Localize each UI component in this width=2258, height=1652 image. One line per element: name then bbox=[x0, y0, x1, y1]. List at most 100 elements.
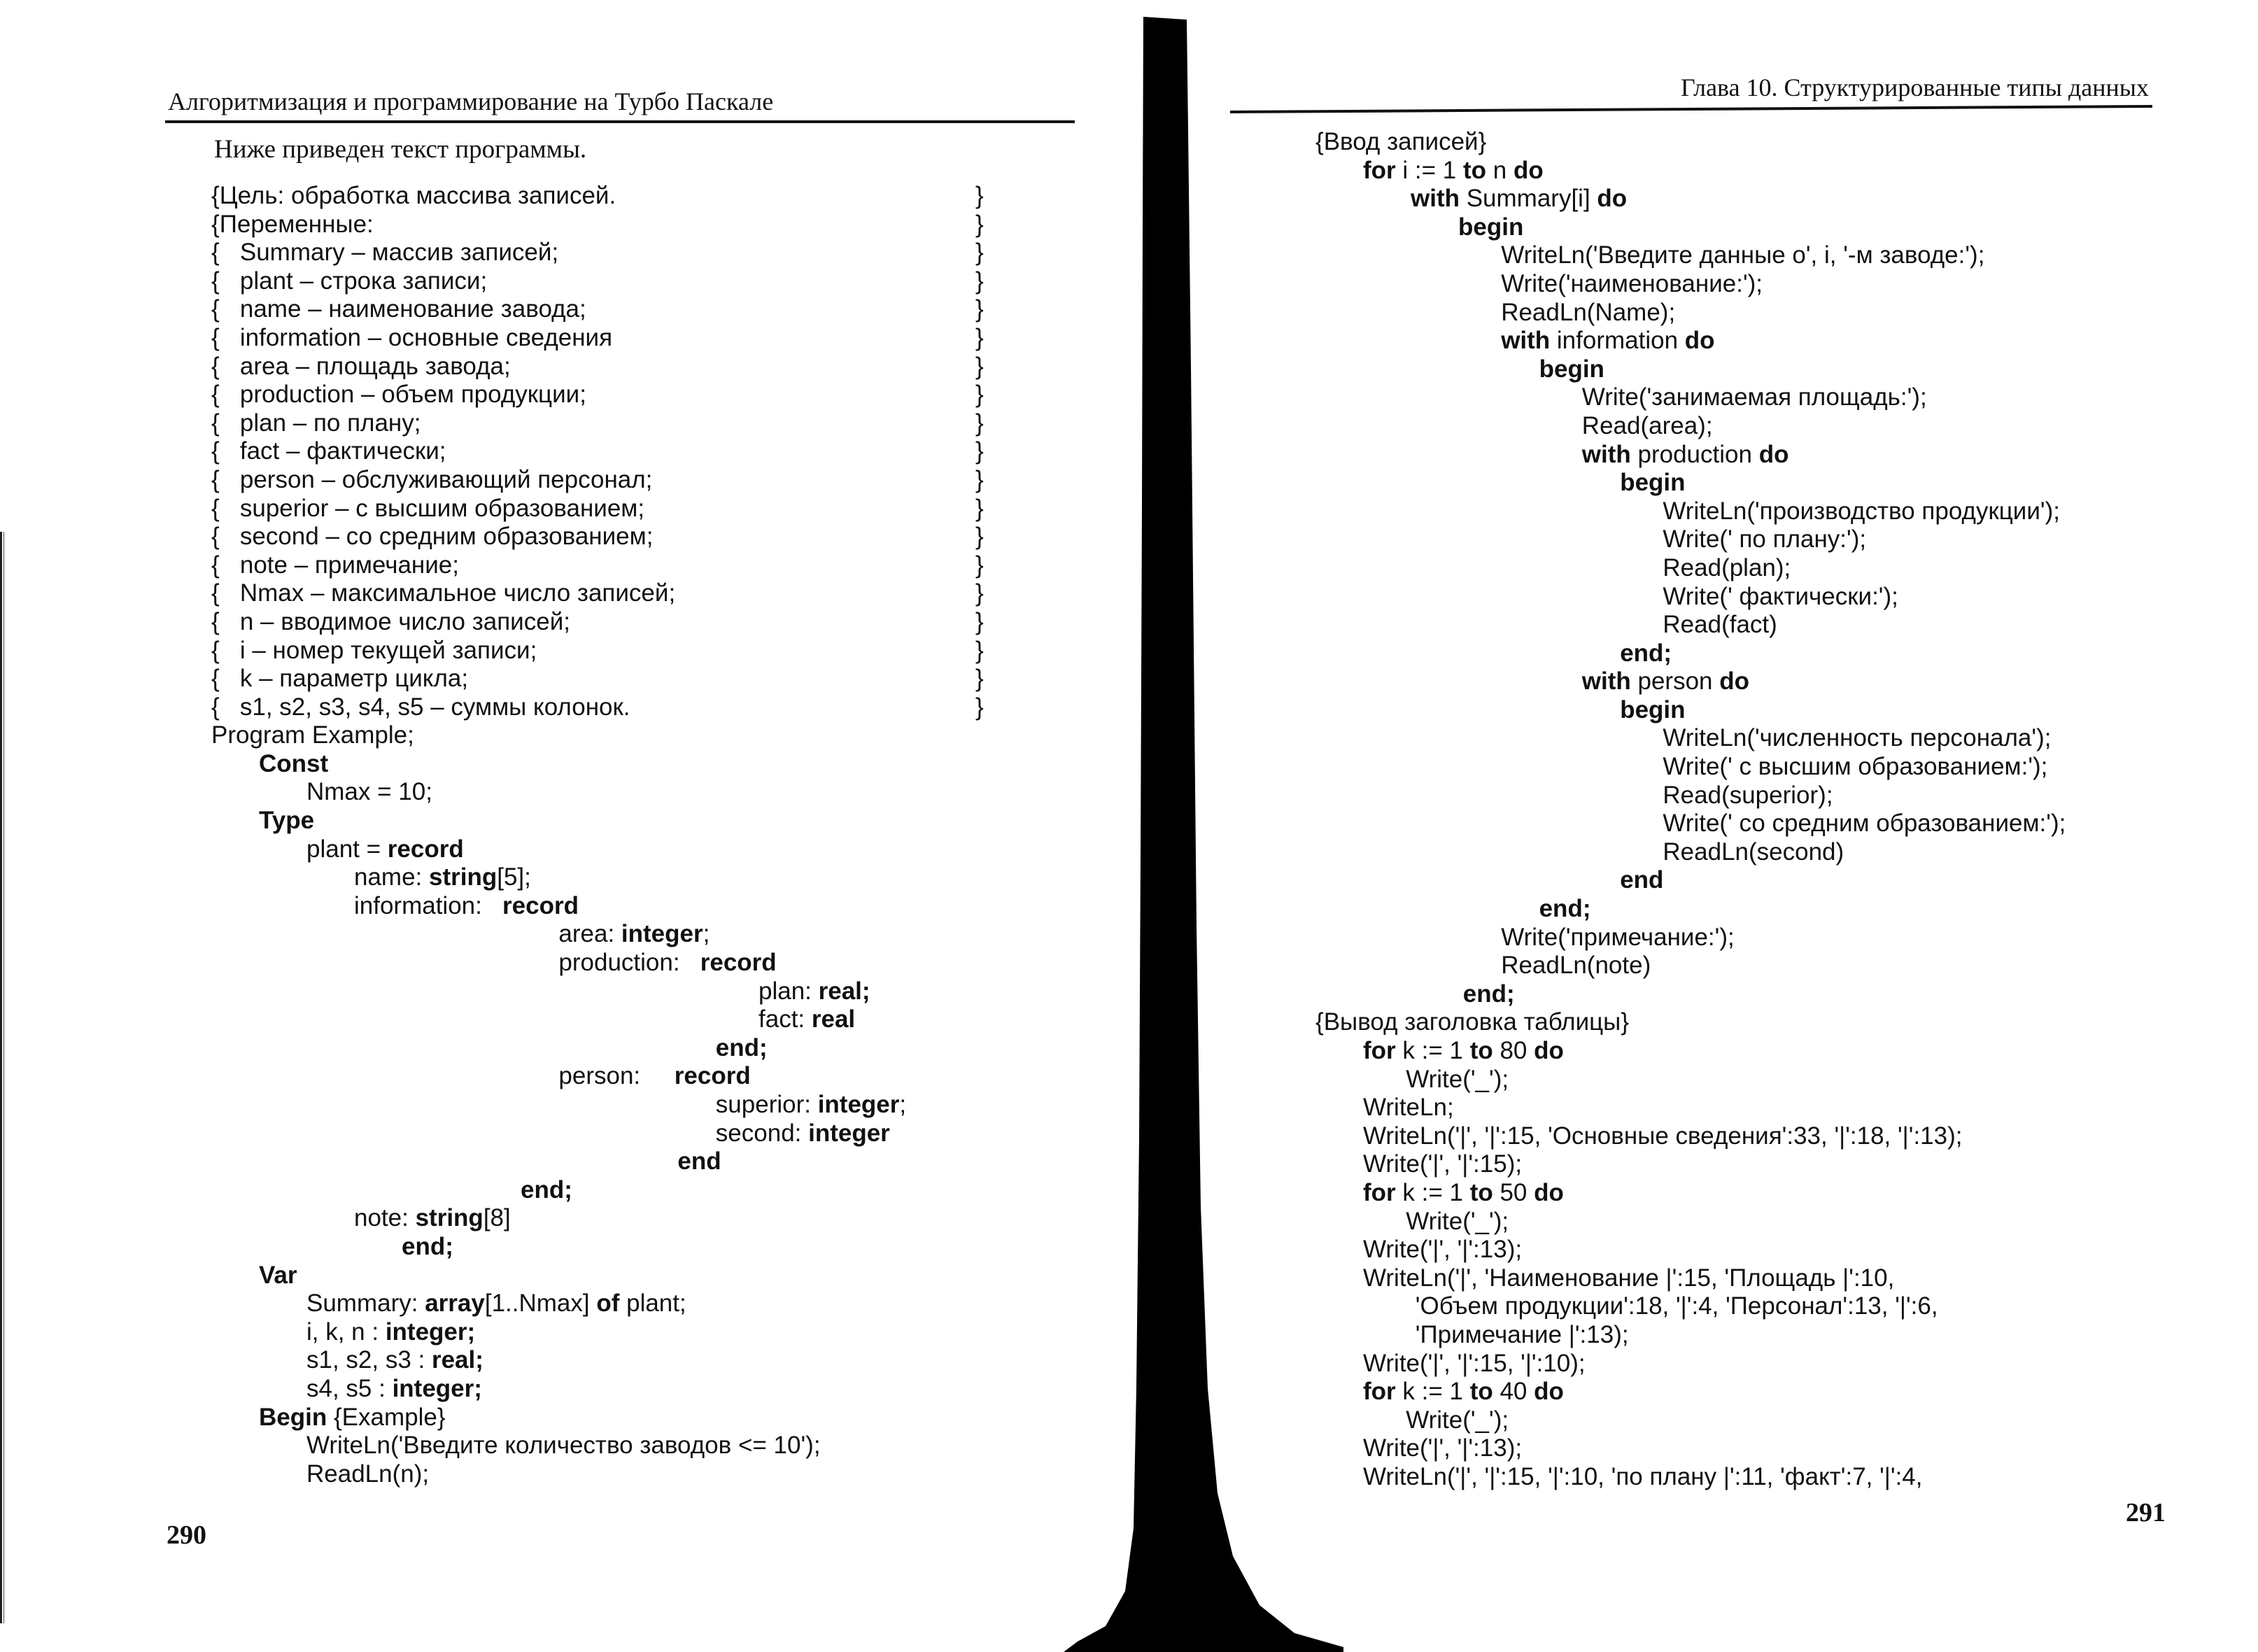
code-line: end; bbox=[1315, 895, 2246, 924]
code-text: information bbox=[1550, 327, 1685, 355]
code-line: fact: real bbox=[211, 1005, 1023, 1034]
comment-close-brace: } bbox=[975, 636, 984, 664]
code-line: Begin {Example} bbox=[211, 1404, 1023, 1432]
code-keyword: do bbox=[1513, 156, 1544, 184]
code-line: information: record bbox=[211, 892, 1023, 921]
code-keyword: integer bbox=[808, 1119, 890, 1147]
code-text: Write('|', '|':15, '|':10); bbox=[1363, 1349, 1586, 1377]
code-text: Write('_'); bbox=[1406, 1065, 1509, 1093]
code-line: end; bbox=[211, 1034, 1023, 1063]
code-text: k := 1 bbox=[1395, 1037, 1470, 1064]
code-line: { information – основные сведения} bbox=[211, 324, 1023, 353]
code-line: for i := 1 to n do bbox=[1315, 157, 2246, 185]
code-line: Write(' с высшим образованием:'); bbox=[1315, 753, 2246, 782]
page-number: 290 bbox=[167, 1520, 206, 1550]
code-keyword: begin bbox=[1620, 696, 1686, 723]
code-line: s1, s2, s3 : real; bbox=[211, 1346, 1023, 1375]
book-spine-shadow bbox=[1064, 17, 1343, 1652]
code-keyword: end bbox=[1620, 866, 1664, 894]
code-text: information: bbox=[354, 891, 503, 919]
code-line: Write(' фактически:'); bbox=[1315, 583, 2246, 612]
code-keyword: do bbox=[1534, 1378, 1564, 1406]
code-text: {Переменные: bbox=[211, 210, 374, 238]
code-text: WriteLn('|', '|':15, 'Основные сведения'… bbox=[1363, 1122, 1963, 1150]
code-text: plant = bbox=[306, 835, 388, 863]
code-line: Write('|', '|':13); bbox=[1315, 1236, 2246, 1264]
code-text: Program Example; bbox=[211, 721, 414, 749]
code-keyword: end; bbox=[402, 1232, 453, 1260]
code-line: end bbox=[1315, 866, 2246, 895]
code-line: { name – наименование завода;} bbox=[211, 295, 1023, 324]
code-line: for k := 1 to 80 do bbox=[1315, 1037, 2246, 1066]
code-line: WriteLn('Введите данные о', i, '-м завод… bbox=[1315, 241, 2246, 270]
code-keyword: with bbox=[1581, 668, 1631, 696]
comment-close-brace: } bbox=[975, 437, 984, 465]
code-text: Read(area); bbox=[1581, 411, 1713, 439]
code-text: { Nmax – максимальное число записей; bbox=[211, 579, 676, 607]
code-line: plant = record bbox=[211, 835, 1023, 864]
code-text: Write('_'); bbox=[1406, 1406, 1509, 1434]
code-line: 'Объем продукции':18, '|':4, 'Персонал':… bbox=[1315, 1292, 2246, 1321]
code-line: end; bbox=[1315, 640, 2246, 668]
program-listing: {Цель: обработка массива записей.} {Перем… bbox=[211, 182, 1023, 1488]
code-text: ReadLn(note) bbox=[1501, 952, 1651, 980]
header-rule bbox=[1229, 104, 2152, 113]
comment-close-brace: } bbox=[975, 551, 984, 579]
code-text: Nmax = 10; bbox=[306, 778, 432, 806]
code-text: [8] bbox=[483, 1204, 511, 1232]
code-text: Write('наименование:'); bbox=[1501, 269, 1763, 297]
code-line: WriteLn; bbox=[1315, 1094, 2246, 1122]
code-keyword: string bbox=[415, 1204, 484, 1232]
code-line: Write('примечание:'); bbox=[1315, 924, 2246, 952]
code-line: Write(' по плану:'); bbox=[1315, 525, 2246, 554]
comment-close-brace: } bbox=[975, 267, 984, 295]
code-line: Write('_'); bbox=[1315, 1066, 2246, 1094]
code-line: Write('|', '|':13); bbox=[1315, 1434, 2246, 1463]
code-line: person: record bbox=[211, 1062, 1023, 1091]
code-text: s4, s5 : bbox=[306, 1374, 393, 1402]
code-line: Write('_'); bbox=[1315, 1208, 2246, 1236]
header-rule bbox=[165, 120, 1075, 123]
program-listing-continued: {Ввод записей} for i := 1 to n do with Sum… bbox=[1315, 128, 2246, 1492]
code-text: person: bbox=[558, 1062, 675, 1090]
code-keyword: with bbox=[1501, 327, 1551, 355]
code-line: ReadLn(n); bbox=[211, 1460, 1023, 1489]
code-text: Write('занимаемая площадь:'); bbox=[1581, 383, 1927, 411]
code-text: Write('|', '|':13); bbox=[1363, 1434, 1523, 1462]
code-text: k := 1 bbox=[1395, 1178, 1470, 1206]
code-text: Summary[i] bbox=[1459, 185, 1597, 213]
comment-close-brace: } bbox=[975, 693, 984, 721]
code-line: with production do bbox=[1315, 441, 2246, 470]
code-line: Write('занимаемая площадь:'); bbox=[1315, 383, 2246, 412]
code-text: production: bbox=[558, 949, 700, 977]
code-keyword: integer bbox=[621, 920, 703, 948]
code-line: second: integer bbox=[211, 1120, 1023, 1148]
running-head: Глава 10. Структурированные типы данных bbox=[1681, 73, 2149, 101]
code-text: WriteLn('Введите количество заводов <= 1… bbox=[306, 1432, 821, 1460]
code-line: Read(area); bbox=[1315, 412, 2246, 441]
code-keyword: do bbox=[1597, 185, 1628, 213]
code-line: area: integer; bbox=[211, 920, 1023, 949]
code-keyword: to bbox=[1462, 156, 1487, 184]
left-page: Алгоритмизация и программирование на Тур… bbox=[0, 0, 1092, 1652]
code-keyword: Var bbox=[259, 1261, 297, 1289]
code-line: with Summary[i] do bbox=[1315, 185, 2246, 213]
code-keyword: with bbox=[1581, 440, 1631, 468]
code-text: WriteLn('Введите данные о', i, '-м завод… bbox=[1501, 241, 1985, 269]
code-text: Read(superior); bbox=[1663, 781, 1833, 809]
code-keyword: do bbox=[1534, 1037, 1564, 1064]
code-line: { Summary – массив записей;} bbox=[211, 239, 1023, 267]
code-text: [5]; bbox=[497, 863, 531, 891]
code-text: Write('|', '|':15); bbox=[1363, 1150, 1523, 1178]
code-line: {Цель: обработка массива записей.} bbox=[211, 182, 1023, 211]
code-line: Program Example; bbox=[211, 721, 1023, 750]
code-text: { s1, s2, s3, s4, s5 – суммы колонок. bbox=[211, 693, 630, 721]
code-text: plan: bbox=[758, 977, 819, 1005]
code-line: { n – вводимое число записей;} bbox=[211, 608, 1023, 637]
code-keyword: record bbox=[502, 891, 579, 919]
code-line: Write(' со средним образованием:'); bbox=[1315, 810, 2246, 838]
code-text: production bbox=[1630, 440, 1759, 468]
code-keyword: integer; bbox=[385, 1318, 476, 1346]
code-text: plant; bbox=[619, 1290, 686, 1318]
code-line: begin bbox=[1315, 355, 2246, 384]
